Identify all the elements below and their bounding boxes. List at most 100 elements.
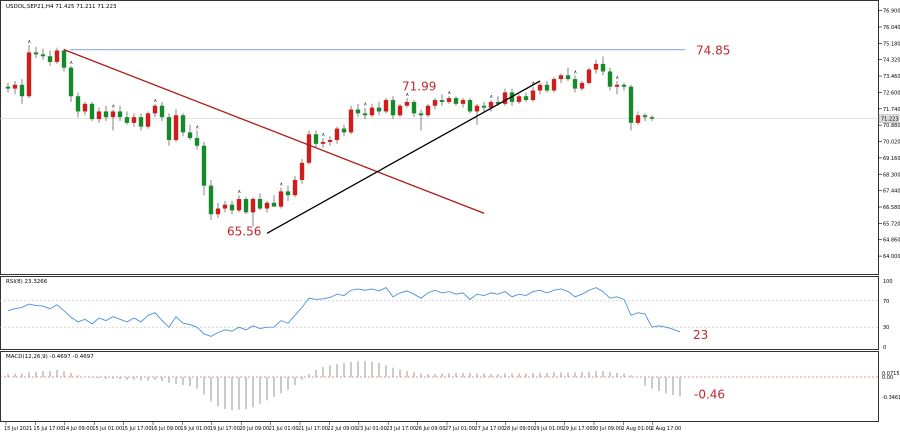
macd-tick-label: 0.00 [882,375,893,381]
fractal-mark: ∧ [532,81,536,87]
candle-body [68,67,74,97]
fractal-mark: ∧ [70,60,74,66]
horizontal-lines: 74.85 [0,44,878,120]
time-tick-label: 2 Aug 01:00 [621,426,652,432]
fractal-mark: ∧ [322,132,326,138]
time-tick-label: 15 Jul 17:00 [33,426,63,432]
macd-panel-frame [0,351,879,422]
candle-body [369,107,375,116]
candle-body [229,204,235,211]
rsi-tick-label: 70 [883,299,889,305]
candle-body [320,141,326,144]
rsi-value-label: 23 [693,328,708,342]
candle-body [432,100,438,106]
candle-body [103,111,109,118]
candle-body [33,52,39,55]
price-tick-label: 66.580 [883,205,900,211]
candle-body [138,117,144,127]
candle-body [418,113,424,116]
price-tick-label: 71.740 [883,107,900,113]
candle-body [89,103,95,120]
candle-body [285,191,291,196]
price-tick-label: 75.180 [883,41,900,47]
rsi-panel-frame [0,276,879,350]
candle-body [397,105,403,116]
price-tick-label: 68.300 [883,172,900,178]
candle-body [26,52,32,97]
fractal-mark: ∧ [280,182,284,188]
candle-body [474,105,480,112]
symbol-header: USDOL,SEP21,H4 71.425 71.211 71.223 [6,4,117,10]
time-tick-label: 19 Jul 17:00 [210,426,240,432]
candle-body [376,107,382,112]
fractal-mark: ∧ [616,75,620,81]
candle-body [173,115,179,140]
price-tick-label: 70.020 [883,140,900,146]
price-tick-label: 74.320 [883,58,900,64]
candle-body [530,90,536,101]
macd-tick-label: -0.3461 [882,395,900,401]
candle-body [47,56,53,62]
time-tick-label: 29 Jul 01:00 [533,426,563,432]
candle-body [439,100,445,102]
candle-body [446,98,452,102]
candle-body [166,117,172,140]
horizontal-line-label: 74.85 [696,44,730,58]
candle-body [495,101,501,104]
time-tick-label: 22 Jul 09:00 [327,426,357,432]
candle-body [362,113,368,116]
rsi-tick-label: 0 [883,345,886,351]
candle-body [152,105,158,114]
time-tick-label: 30 Jul 09:00 [592,426,622,432]
time-tick-label: 15 Jul 17:00 [122,426,152,432]
candle-body [250,199,256,213]
price-axis: 76.900 76.040 75.180 74.320 73.460 72.600 71.7… [878,9,900,260]
annotations: 65.56 71.99 [227,80,436,239]
time-tick-label: 15 Jul 01:00 [92,426,122,432]
candle-body [194,138,200,146]
candle-body [40,54,46,57]
candle-body [635,115,641,123]
candle-body [411,101,417,114]
time-tick-label: 2 Aug 17:00 [651,426,682,432]
candle-body [565,75,571,80]
candle-body [614,84,620,87]
time-tick-label: 14 Jul 09:00 [63,426,93,432]
candle-body [460,100,466,104]
candle-body [124,117,130,123]
candle-body [586,69,592,83]
price-tick-label: 70.880 [883,123,900,129]
candle-body [131,117,137,123]
current-price-label: 71.223 [881,117,899,123]
candle-body [390,100,396,116]
time-tick-label: 27 Jul 17:00 [474,426,504,432]
price-tick-label: 69.160 [883,156,900,162]
fractal-mark: ∧ [154,98,158,104]
candle-body [355,109,361,114]
candle-body [558,75,564,80]
candle-body [607,71,613,87]
price-tick-label: 76.900 [883,9,900,15]
candle-body [649,117,655,119]
price-tick-label: 65.720 [883,221,900,227]
candle-body [278,191,284,207]
time-tick-label: 23 Jul 17:00 [386,426,416,432]
price-panel-frame [0,0,879,275]
fractal-mark: ∧ [196,124,200,130]
candle-body [54,50,60,62]
candle-body [222,204,228,209]
candle-body [117,111,123,118]
candle-body [341,128,347,133]
candle-body [579,82,585,89]
macd-tick-label: 0.0715 [882,371,900,377]
fractal-mark: ∧ [406,92,410,98]
candle-body [537,84,543,91]
price-tick-label: 73.460 [883,74,900,80]
candle-body [327,140,333,142]
time-tick-label: 20 Jul 09:00 [239,426,269,432]
candle-body [544,84,550,91]
time-tick-label: 26 Jul 09:00 [416,426,446,432]
time-tick-label: 27 Jul 01:00 [445,426,475,432]
macd-header: MACD(12,26,9) -0.4697 -0.4697 [6,354,94,360]
